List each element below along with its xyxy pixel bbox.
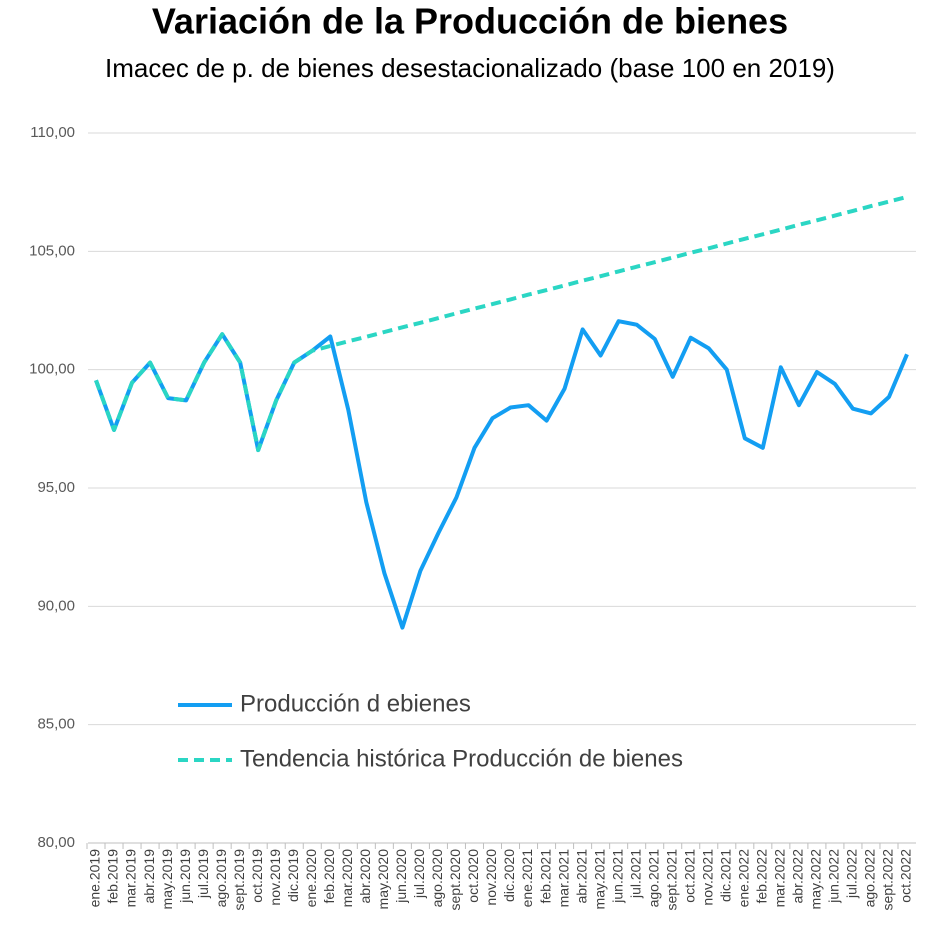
x-tick-label: jun.2020 [393,849,409,904]
x-tick-label: feb.2022 [754,849,770,904]
x-tick-label: ago.2022 [862,849,878,908]
x-tick-label: nov.2020 [483,849,499,906]
x-tick-label: dic.2021 [717,849,733,902]
x-tick-label: jul.2019 [195,849,211,899]
y-tick-label: 110,00 [30,124,75,141]
x-tick-label: ene.2021 [519,849,535,908]
x-tick-label: ago.2021 [645,849,661,908]
x-tick-label: dic.2019 [285,849,301,902]
x-tick-label: jul.2020 [411,849,427,899]
x-tick-label: may.2020 [375,849,391,910]
x-tick-label: abr.2022 [790,849,806,904]
x-tick-label: oct.2020 [465,849,481,903]
x-tick-label: feb.2020 [321,849,337,904]
chart-title: Variación de la Producción de bienes [152,1,788,42]
y-tick-label: 90,00 [37,597,75,614]
x-tick-label: nov.2019 [267,849,283,906]
series-line [94,194,908,453]
x-tick-label: jun.2021 [609,849,625,904]
x-tick-label: mar.2021 [555,849,571,908]
x-tick-label: ene.2022 [736,849,752,908]
series-line [94,319,909,630]
x-tick-label: sept.2020 [447,849,463,911]
x-tick-label: ago.2019 [213,849,229,908]
x-tick-label: abr.2020 [357,849,373,904]
y-tick-label: 85,00 [37,716,75,733]
y-tick-label: 100,00 [29,361,75,378]
x-tick-label: jun.2019 [177,849,193,904]
x-tick-label: feb.2019 [105,849,121,904]
x-tick-label: ene.2019 [87,849,103,908]
x-tick-label: may.2021 [591,849,607,910]
x-tick-label: may.2022 [808,849,824,910]
x-tick-label: abr.2019 [141,849,157,904]
x-tick-label: nov.2021 [699,849,715,906]
x-tick-label: sept.2021 [663,849,679,911]
x-tick-label: ene.2020 [303,849,319,908]
x-tick-label: ago.2020 [429,849,445,908]
y-tick-label: 105,00 [29,242,75,259]
x-tick-label: mar.2019 [123,849,139,908]
y-tick-label: 80,00 [37,834,75,851]
legend-label: Tendencia histórica Producción de bienes [240,745,683,772]
x-tick-label: oct.2019 [249,849,265,903]
x-tick-label: abr.2021 [573,849,589,904]
x-tick-label: sept.2019 [231,849,247,911]
x-tick-label: jul.2021 [627,849,643,899]
x-tick-label: sept.2022 [880,849,896,911]
x-tick-label: feb.2021 [537,849,553,904]
x-tick-label: jun.2022 [826,849,842,904]
legend-label: Producción d ebienes [240,690,471,717]
x-tick-label: mar.2020 [339,849,355,908]
x-tick-label: may.2019 [159,849,175,910]
chart-subtitle: Imacec de p. de bienes desestacionalizad… [105,53,835,83]
x-tick-label: oct.2021 [681,849,697,903]
x-tick-label: oct.2022 [898,849,914,903]
y-tick-label: 95,00 [37,479,75,496]
x-tick-label: mar.2022 [772,849,788,908]
x-tick-label: jul.2022 [844,849,860,899]
x-tick-label: dic.2020 [501,849,517,902]
